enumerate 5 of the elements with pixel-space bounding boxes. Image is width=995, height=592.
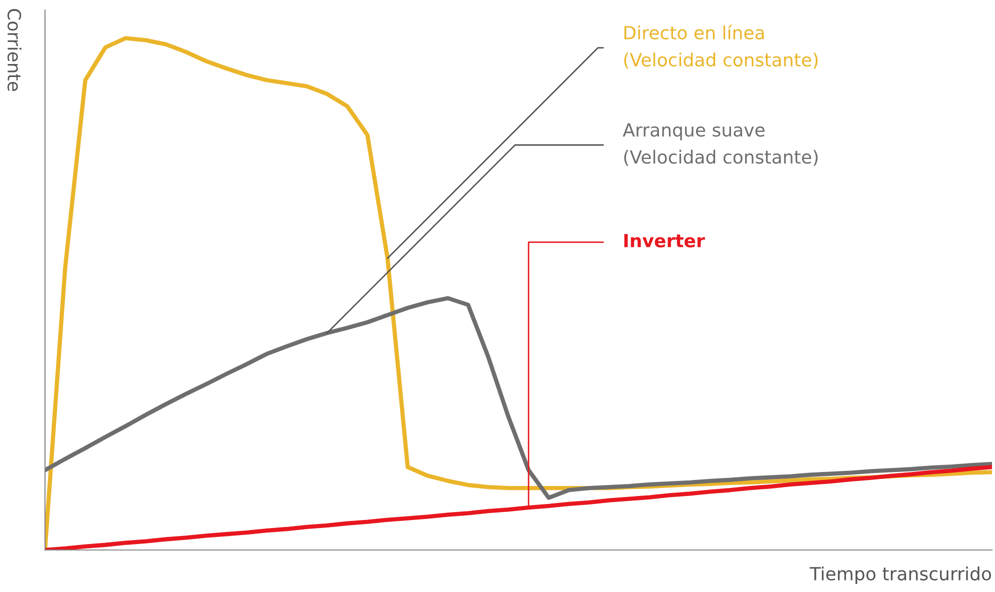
text: Inverter bbox=[624, 234, 705, 248]
text: Arranque suave (Velocidad constante) bbox=[622, 123, 818, 166]
text: Directo en línea (Velocidad constante) bbox=[624, 24, 818, 69]
x-axis-title: Tiempo transcurrido bbox=[810, 566, 992, 584]
y-axis-title: Corriente bbox=[8, 9, 22, 91]
